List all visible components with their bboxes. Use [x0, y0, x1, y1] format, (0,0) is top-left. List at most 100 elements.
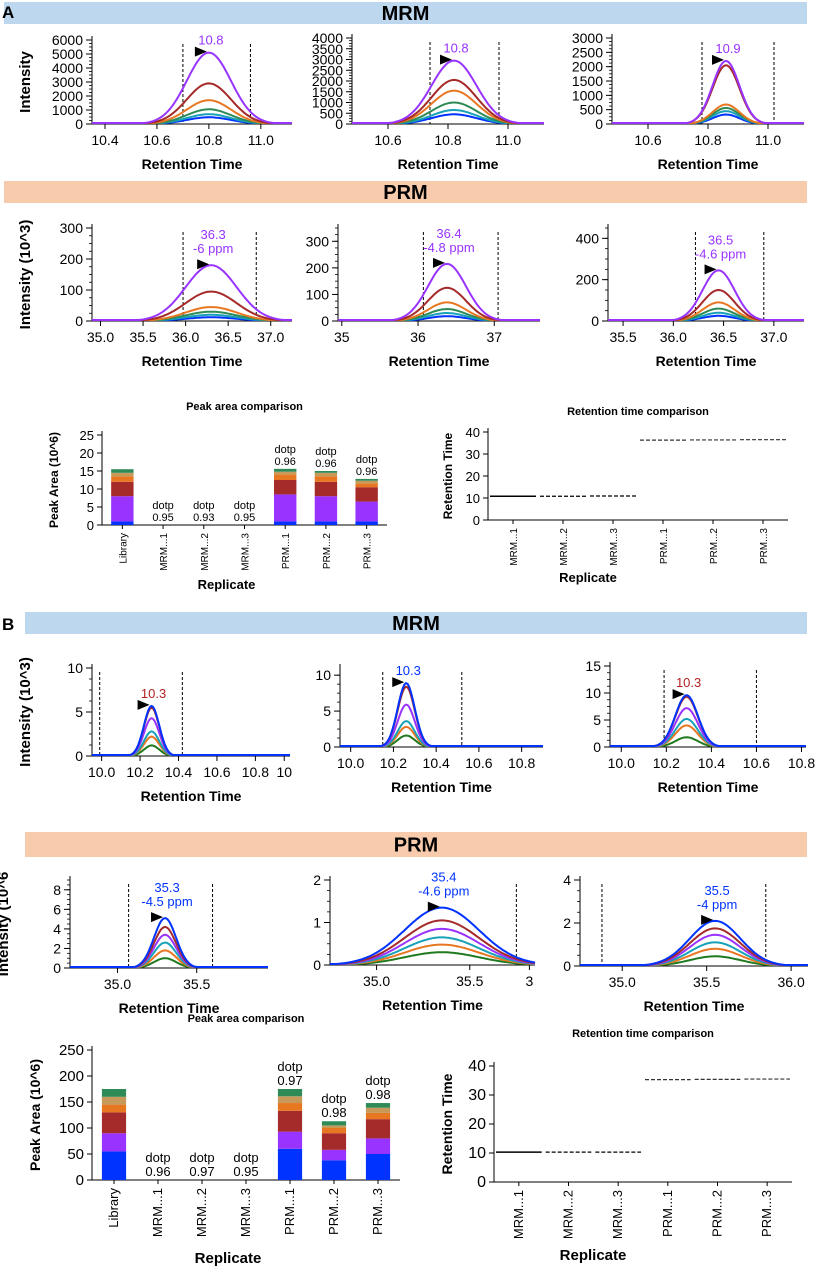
x-tick-label: PRM...2: [326, 1188, 341, 1235]
x-tick-label: PRM...3: [759, 1190, 774, 1237]
x-tick-label: PRM...1: [660, 1190, 675, 1237]
x-tick-label: MRM...2: [200, 533, 211, 571]
series-darkred: [70, 925, 268, 968]
bar-segment: [111, 496, 134, 522]
bar-segment: [321, 1133, 347, 1150]
y-tick-label: 10: [67, 660, 83, 676]
x-tick-label: 10.8: [242, 764, 269, 780]
dotp-label: dotp: [193, 500, 214, 512]
x-tick-label: 10.0: [608, 755, 635, 771]
x-tick-label: 10.8: [788, 755, 815, 771]
x-tick-label: 37: [486, 329, 502, 345]
bar-segment: [101, 1151, 127, 1180]
bar-segment: [274, 494, 297, 522]
x-tick-label: MRM...1: [511, 1190, 526, 1239]
dotp-label: dotp: [365, 1073, 390, 1088]
series-orange: [340, 725, 543, 747]
x-tick-label: MRM...3: [238, 1188, 253, 1237]
dotp-value: 0.98: [365, 1087, 390, 1102]
a-mrm-band: [4, 2, 807, 24]
dotp-label: dotp: [277, 1059, 302, 1074]
y-tick-label: 2500: [312, 62, 343, 78]
y-tick-label: 0: [321, 313, 329, 329]
peak-ppm-label: -4.6 ppm: [418, 884, 469, 899]
series-purple: [612, 59, 804, 124]
y-tick-label: 4000: [52, 60, 83, 76]
x-tick-label: 35.5: [456, 973, 483, 989]
y-tick-label: 0: [75, 313, 83, 329]
x-tick-label: 3: [526, 973, 534, 989]
y-tick-label: 15: [80, 464, 94, 479]
peak-rt-label: 35.5: [704, 883, 729, 898]
series-blue: [610, 694, 806, 747]
dotp-value: 0.93: [193, 512, 214, 524]
series-purple: [352, 59, 544, 124]
bar-segment: [321, 1128, 347, 1134]
y-tick-label: 300: [306, 233, 330, 249]
y-tick-label: 500: [320, 105, 344, 121]
y-tick-label: 1500: [312, 84, 343, 100]
x-tick-label: PRM...1: [659, 528, 670, 565]
bar-segment: [314, 472, 338, 477]
peak-marker-icon: [137, 699, 150, 710]
bar-segment: [101, 1089, 127, 1097]
x-tick-label: Library: [118, 533, 129, 564]
peak-ppm-label: -4.8 ppm: [423, 240, 474, 255]
x-tick-label: 11.0: [248, 132, 274, 148]
y-tick-label: 0: [323, 739, 331, 755]
y-tick-label: 40: [468, 1058, 486, 1075]
y-tick-label: 10: [585, 685, 601, 701]
peak-rt-label: 36.4: [436, 226, 461, 241]
peak-rt-label: 36.3: [200, 227, 225, 242]
y-axis-label: Peak Area (10^6): [47, 432, 61, 528]
x-tick-label: 10.6: [634, 132, 661, 148]
dotp-label: dotp: [356, 454, 377, 466]
y-tick-label: 1500: [572, 73, 603, 89]
x-axis-label: Retention Time: [658, 156, 759, 172]
peak-rt-label: 10.8: [198, 33, 223, 48]
x-tick-label: 10.8: [694, 132, 721, 148]
series-purple: [92, 51, 292, 124]
y-axis-label: Retention Time: [439, 1073, 455, 1174]
x-tick-label: 35: [334, 329, 350, 345]
y-tick-label: 0: [595, 116, 603, 132]
dotp-value: 0.96: [145, 1164, 170, 1179]
peak-rt-label: 10.9: [715, 41, 740, 56]
peak-ppm-label: -4.5 ppm: [141, 894, 192, 909]
x-tick-label: 35.5: [609, 329, 636, 345]
y-tick-label: 2: [53, 940, 61, 956]
y-tick-label: 10: [315, 667, 331, 683]
series-purple: [92, 717, 290, 756]
peak-marker-icon: [712, 54, 724, 65]
x-tick-label: 10.2: [653, 755, 680, 771]
y-tick-label: 30: [468, 1087, 486, 1104]
series-darkred: [340, 685, 543, 747]
bar-segment: [277, 1131, 303, 1149]
x-tick-label: 10.6: [374, 132, 401, 148]
y-tick-label: 200: [59, 1068, 84, 1085]
bar-segment: [101, 1104, 127, 1113]
x-tick-label: MRM...1: [150, 1188, 165, 1237]
panel-b-label: B: [2, 615, 14, 634]
series-teal: [70, 941, 268, 968]
x-tick-label: 35.5: [693, 974, 720, 990]
x-tick-label: 35.0: [87, 329, 114, 345]
y-tick-label: 0: [76, 1172, 84, 1189]
x-tick-label: PRM...1: [281, 533, 292, 570]
bar-segment: [355, 521, 378, 525]
peak-marker-icon: [427, 901, 440, 912]
y-tick-label: 5: [593, 712, 601, 728]
bar-segment: [355, 487, 378, 502]
x-axis-label: Retention Time: [398, 156, 499, 172]
dotp-label: dotp: [315, 446, 336, 458]
y-tick-label: 8: [53, 882, 61, 898]
peak-rt-label: 10.3: [676, 675, 701, 690]
series-orange: [92, 735, 290, 756]
y-tick-label: 4000: [312, 30, 343, 46]
x-tick-label: PRM...3: [363, 533, 374, 570]
series-blue: [340, 681, 543, 747]
bar-segment: [111, 469, 134, 473]
x-axis-label: Replicate: [560, 1247, 627, 1264]
